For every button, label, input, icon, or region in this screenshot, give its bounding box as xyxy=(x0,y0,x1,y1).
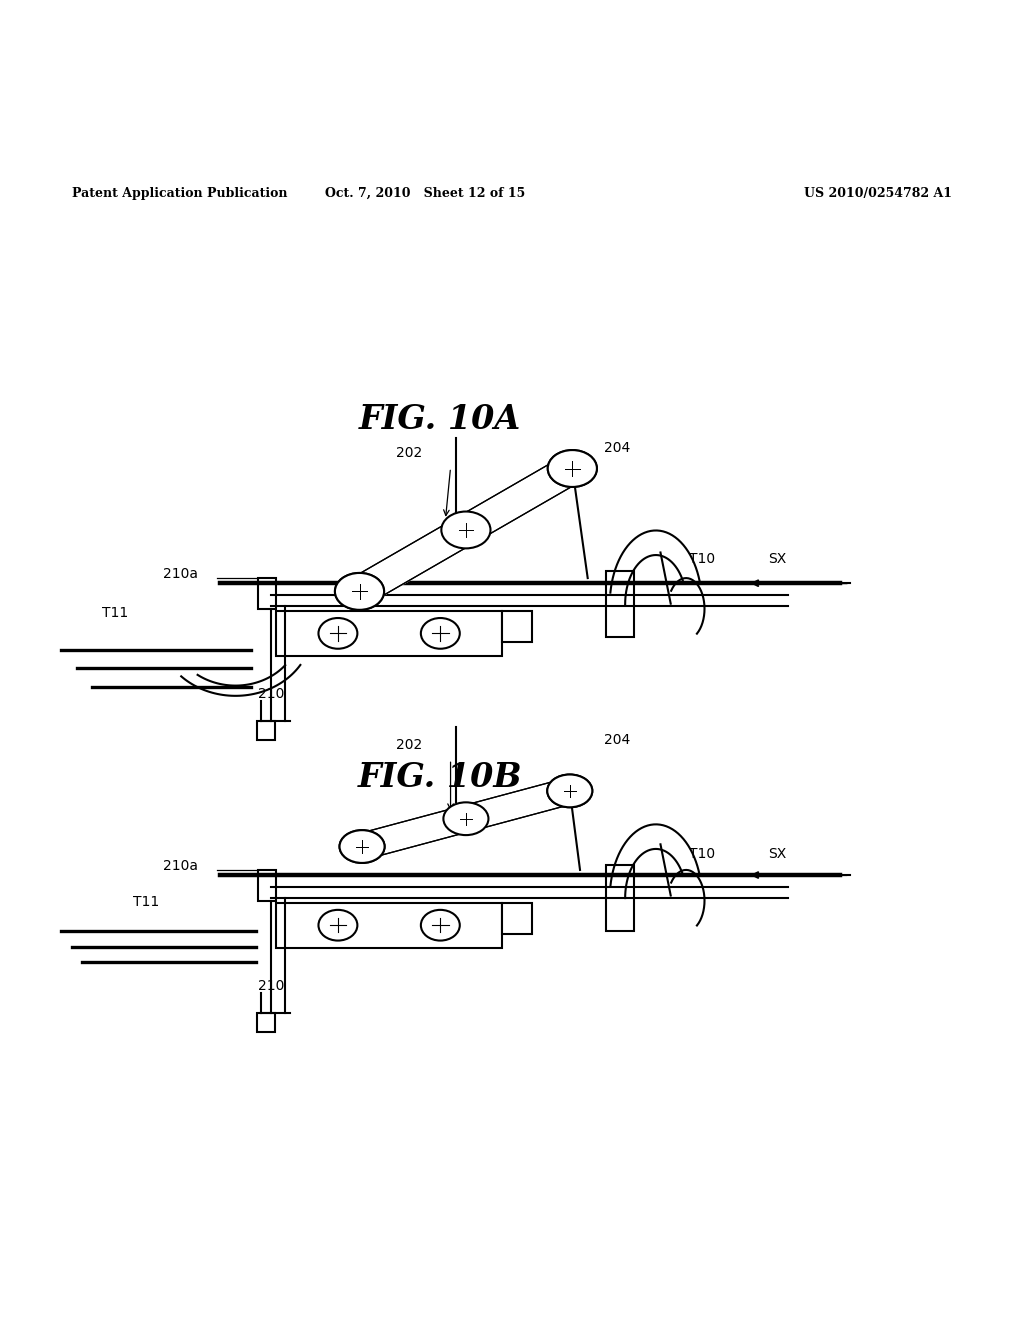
Ellipse shape xyxy=(335,573,384,610)
Text: SX: SX xyxy=(768,552,786,566)
Bar xyxy=(257,722,275,741)
Text: 210a: 210a xyxy=(163,859,198,873)
Ellipse shape xyxy=(421,909,460,941)
Text: T10: T10 xyxy=(689,552,716,566)
Text: US 2010/0254782 A1: US 2010/0254782 A1 xyxy=(804,186,952,199)
Text: Patent Application Publication: Patent Application Publication xyxy=(72,186,287,199)
Text: T10: T10 xyxy=(689,846,716,861)
Bar xyxy=(606,865,634,932)
Ellipse shape xyxy=(548,450,597,487)
Ellipse shape xyxy=(547,775,592,808)
Bar xyxy=(276,903,502,948)
Bar xyxy=(502,611,532,643)
Bar xyxy=(502,903,532,935)
Bar xyxy=(276,611,502,656)
Text: 204: 204 xyxy=(604,733,631,747)
Ellipse shape xyxy=(318,618,357,648)
Ellipse shape xyxy=(547,775,592,808)
Text: 202: 202 xyxy=(396,738,423,752)
Polygon shape xyxy=(358,777,573,859)
Text: 210: 210 xyxy=(258,978,285,993)
Polygon shape xyxy=(352,455,580,605)
Text: SX: SX xyxy=(768,846,786,861)
Bar xyxy=(606,572,634,638)
Text: 210: 210 xyxy=(258,686,285,701)
Ellipse shape xyxy=(340,830,385,863)
Bar xyxy=(257,1014,275,1032)
Text: FIG. 10A: FIG. 10A xyxy=(359,403,521,436)
Text: Oct. 7, 2010   Sheet 12 of 15: Oct. 7, 2010 Sheet 12 of 15 xyxy=(325,186,525,199)
Ellipse shape xyxy=(441,512,490,548)
Text: T11: T11 xyxy=(133,895,160,908)
Ellipse shape xyxy=(335,573,384,610)
Ellipse shape xyxy=(443,803,488,836)
Ellipse shape xyxy=(421,618,460,648)
Text: 202: 202 xyxy=(396,446,423,461)
Text: T11: T11 xyxy=(102,606,129,620)
Text: FIG. 10B: FIG. 10B xyxy=(358,762,522,795)
Text: 210a: 210a xyxy=(163,568,198,581)
Bar xyxy=(258,870,276,900)
Polygon shape xyxy=(352,455,580,605)
Text: 204: 204 xyxy=(604,441,631,455)
Ellipse shape xyxy=(340,830,385,863)
Polygon shape xyxy=(358,777,573,859)
Ellipse shape xyxy=(318,909,357,941)
Ellipse shape xyxy=(548,450,597,487)
Bar xyxy=(258,578,276,609)
